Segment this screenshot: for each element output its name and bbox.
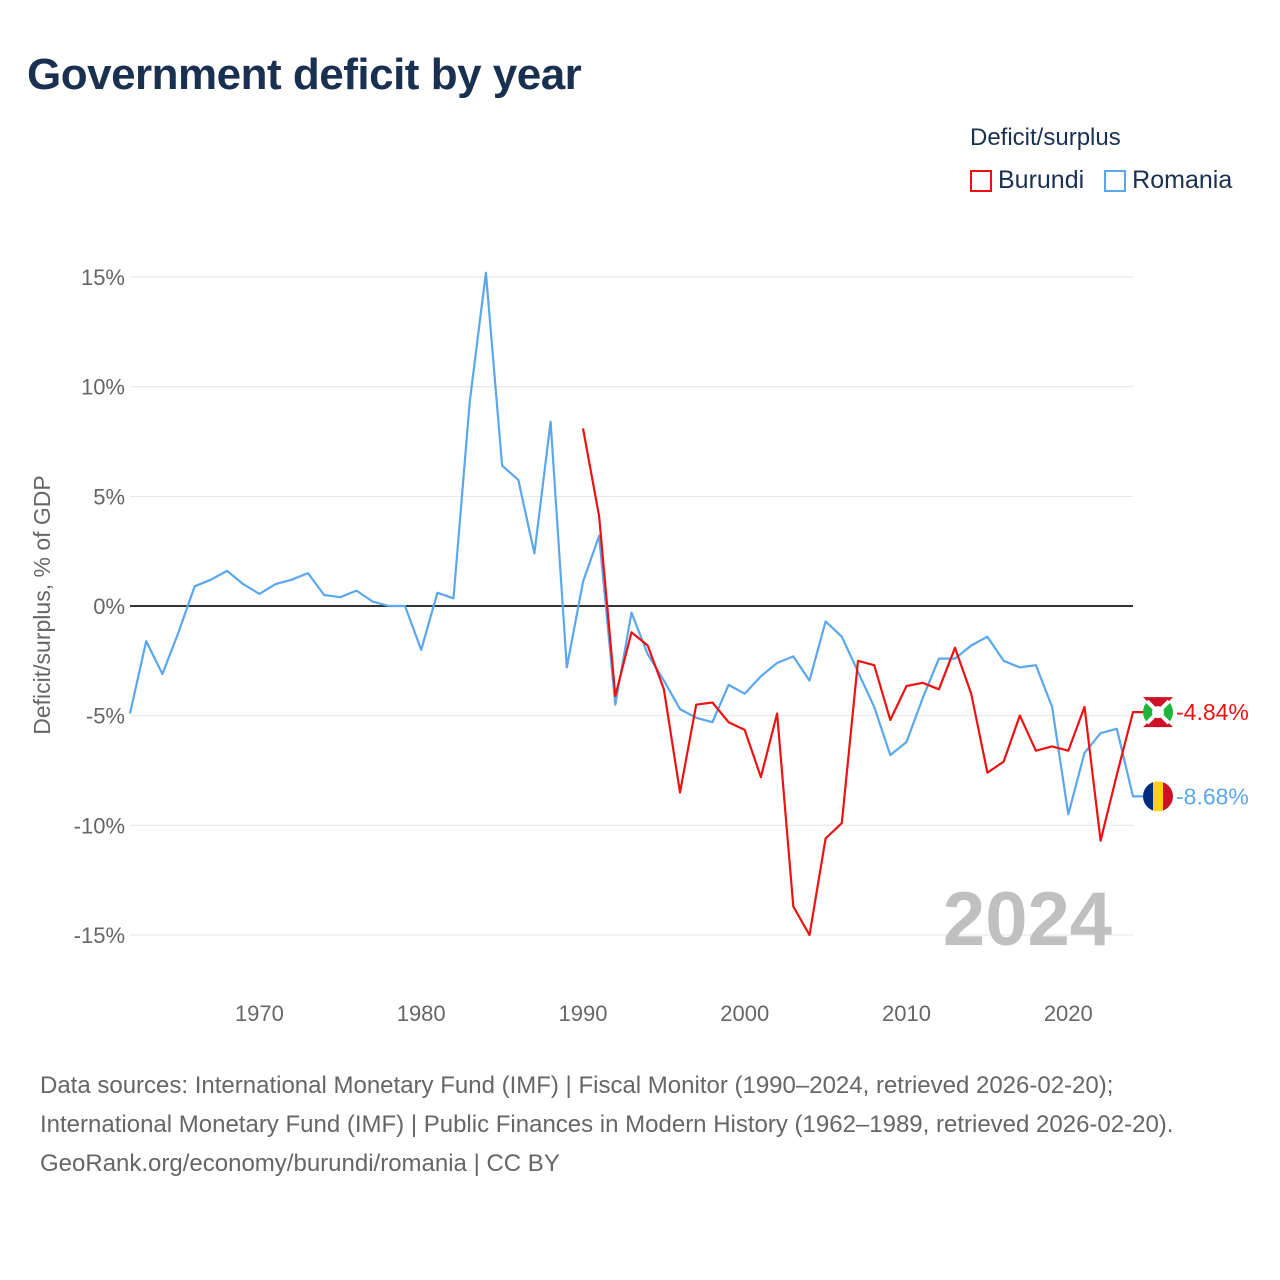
y-tick-label: 10% bbox=[81, 375, 125, 400]
x-tick-label: 1980 bbox=[397, 1001, 446, 1026]
legend: Burundi Romania bbox=[970, 166, 1232, 195]
flag-icon-burundi bbox=[1143, 697, 1173, 728]
flag-icon-romania bbox=[1143, 781, 1173, 812]
legend-item-romania[interactable]: Romania bbox=[1104, 166, 1232, 195]
y-tick-label: -5% bbox=[86, 704, 125, 729]
year-label: 2024 bbox=[943, 877, 1112, 962]
legend-swatch-romania bbox=[1104, 169, 1127, 192]
end-value-label-romania: -8.68% bbox=[1176, 783, 1249, 809]
series-line-burundi bbox=[581, 428, 1145, 937]
y-tick-label: 15% bbox=[81, 265, 125, 290]
x-tick-label: 1990 bbox=[558, 1001, 607, 1026]
attribution-link[interactable]: GeoRank.org/economy/burundi/romania | CC… bbox=[40, 1150, 560, 1177]
legend-item-burundi[interactable]: Burundi bbox=[970, 166, 1084, 195]
y-axis-label: Deficit/surplus, % of GDP bbox=[29, 475, 55, 734]
y-tick-label: 5% bbox=[93, 484, 125, 509]
chart-title: Government deficit by year bbox=[27, 50, 582, 99]
series-line-romania bbox=[128, 271, 1145, 816]
y-tick-label: 0% bbox=[93, 594, 125, 619]
data-sources: Data sources: International Monetary Fun… bbox=[40, 1072, 1174, 1138]
legend-label: Burundi bbox=[998, 166, 1085, 194]
x-tick-label: 2020 bbox=[1044, 1001, 1093, 1026]
footer: Data sources: International Monetary Fun… bbox=[40, 1066, 1240, 1183]
legend-swatch-burundi bbox=[970, 169, 992, 192]
y-tick-label: -10% bbox=[74, 813, 125, 838]
end-value-label-burundi: -4.84% bbox=[1176, 699, 1249, 725]
y-tick-label: -15% bbox=[74, 923, 125, 948]
x-tick-label: 1970 bbox=[235, 1001, 284, 1026]
x-tick-label: 2000 bbox=[720, 1001, 769, 1026]
x-tick-label: 2010 bbox=[882, 1001, 931, 1026]
legend-title: Deficit/surplus bbox=[970, 124, 1121, 151]
line-chart: 15% 10% 5% 0% -5% -10% -15% 1970 1980 1990 2000 201… bbox=[29, 265, 1249, 1026]
legend-label: Romania bbox=[1132, 166, 1233, 194]
